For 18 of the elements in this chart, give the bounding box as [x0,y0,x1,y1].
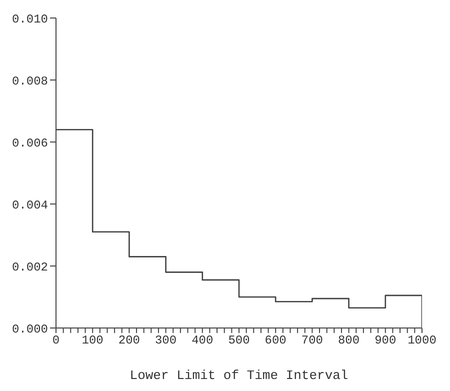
y-tick-label: 0.008 [12,74,48,88]
x-tick-label: 100 [82,334,104,348]
x-tick-label: 300 [154,334,177,348]
y-tick-label: 0.004 [12,198,48,212]
x-tick-label: 900 [374,334,396,348]
x-tick-label: 800 [338,334,360,348]
x-tick-label: 1000 [408,334,436,348]
x-tick-label: 700 [301,334,324,348]
x-axis-title: Lower Limit of Time Interval [130,368,348,383]
x-tick-label: 200 [118,334,140,348]
y-tick-label: 0.002 [12,260,48,274]
x-tick-label: 0 [52,334,60,348]
x-tick-label: 600 [264,334,286,348]
x-tick-label: 500 [228,334,250,348]
y-tick-label: 0.006 [12,136,48,150]
x-tick-label: 400 [192,334,214,348]
y-tick-label: 0.010 [12,12,48,26]
y-tick-label: 0.000 [12,322,48,336]
